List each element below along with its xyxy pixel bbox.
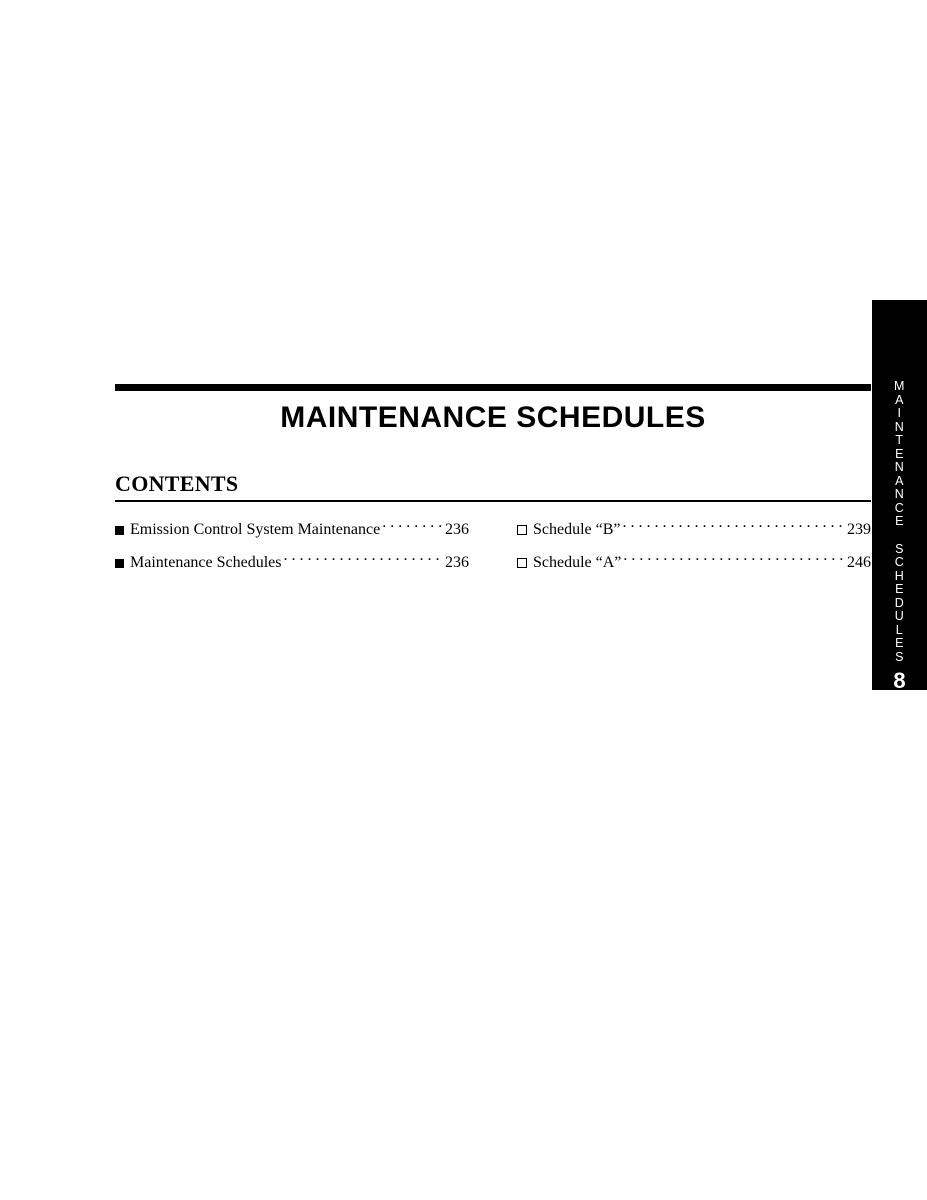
toc-entry-label: Schedule “A” [533, 553, 621, 574]
toc-entry: Emission Control System Maintenance 236 [115, 518, 469, 541]
title-rule-thin [115, 500, 871, 502]
toc-column-right: Schedule “B” 239 Schedule “A” 246 [517, 518, 871, 584]
hollow-square-bullet-icon [517, 525, 527, 535]
toc-column-left: Emission Control System Maintenance 236 … [115, 518, 469, 584]
toc-entry: Schedule “B” 239 [517, 518, 871, 541]
toc-entry-page: 246 [847, 553, 871, 574]
manual-page: MAINTENANCE SCHEDULES CONTENTS Emission … [0, 0, 927, 1200]
square-bullet-icon [115, 559, 124, 568]
square-bullet-icon [115, 526, 124, 535]
toc-entry-label: Emission Control System Maintenance [130, 520, 380, 541]
page-title: MAINTENANCE SCHEDULES [115, 401, 871, 435]
side-tab-line1: MAINTENANCE [872, 380, 927, 529]
side-tab-chapter-number: 8 [872, 668, 927, 694]
toc-entry-page: 236 [445, 553, 469, 574]
dot-leader [623, 551, 845, 567]
table-of-contents: Emission Control System Maintenance 236 … [115, 518, 871, 584]
toc-entry: Schedule “A” 246 [517, 551, 871, 574]
toc-entry-label: Schedule “B” [533, 520, 621, 541]
side-tab: MAINTENANCE SCHEDULES 8 [872, 300, 927, 690]
hollow-square-bullet-icon [517, 558, 527, 568]
toc-entry-page: 239 [847, 520, 871, 541]
contents-heading: CONTENTS [115, 471, 238, 497]
side-tab-gap [872, 529, 927, 543]
title-rule-thick [115, 384, 871, 391]
dot-leader [382, 518, 443, 534]
dot-leader [623, 518, 845, 534]
toc-entry: Maintenance Schedules 236 [115, 551, 469, 574]
toc-entry-page: 236 [445, 520, 469, 541]
dot-leader [284, 551, 444, 567]
toc-entry-label: Maintenance Schedules [130, 553, 282, 574]
side-tab-line2: SCHEDULES [872, 543, 927, 665]
